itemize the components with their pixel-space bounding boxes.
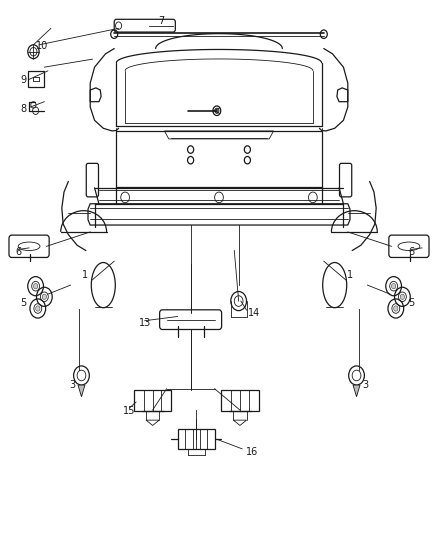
- Text: 15: 15: [124, 406, 136, 416]
- Text: 7: 7: [158, 17, 165, 27]
- Text: 9: 9: [20, 76, 26, 85]
- Circle shape: [35, 306, 40, 311]
- Text: 3: 3: [70, 379, 76, 390]
- Circle shape: [215, 108, 219, 114]
- Circle shape: [394, 306, 398, 311]
- Polygon shape: [78, 385, 85, 397]
- Text: 5: 5: [21, 297, 27, 308]
- Polygon shape: [353, 385, 360, 397]
- Bar: [221, 390, 258, 410]
- Text: 10: 10: [36, 42, 48, 51]
- Circle shape: [42, 294, 46, 300]
- Text: 6: 6: [15, 247, 21, 257]
- Text: 3: 3: [362, 379, 368, 390]
- Circle shape: [392, 284, 396, 289]
- Circle shape: [111, 30, 118, 38]
- Circle shape: [213, 106, 221, 116]
- Bar: [178, 429, 215, 449]
- Text: 16: 16: [246, 447, 258, 456]
- Text: 8: 8: [20, 103, 26, 114]
- Circle shape: [33, 284, 38, 289]
- Text: 6: 6: [408, 247, 414, 257]
- Circle shape: [320, 30, 327, 38]
- Text: 14: 14: [248, 308, 260, 318]
- Circle shape: [400, 294, 405, 300]
- Text: 5: 5: [408, 297, 414, 308]
- Text: 1: 1: [347, 270, 353, 280]
- Bar: [134, 390, 171, 410]
- Text: 13: 13: [139, 318, 151, 328]
- Text: 1: 1: [82, 270, 88, 280]
